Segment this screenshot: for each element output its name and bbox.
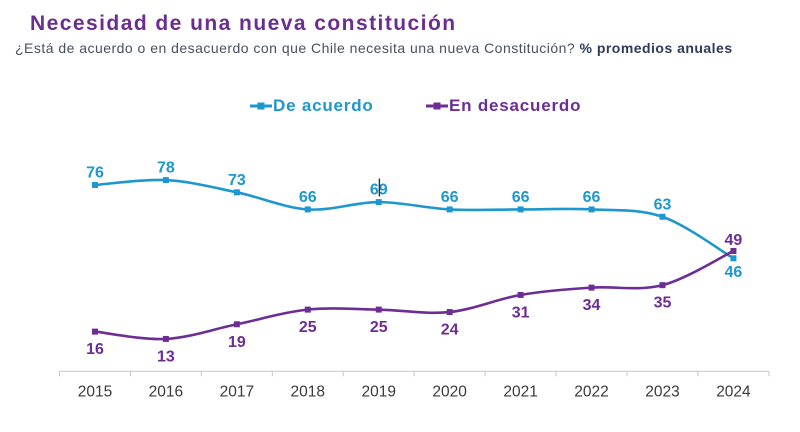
svg-text:66: 66: [299, 189, 317, 206]
svg-text:13: 13: [157, 348, 175, 365]
svg-text:2018: 2018: [291, 384, 325, 401]
svg-text:73: 73: [228, 172, 246, 189]
svg-text:2020: 2020: [432, 384, 467, 401]
svg-text:31: 31: [512, 304, 530, 321]
svg-text:19: 19: [228, 334, 246, 351]
svg-text:78: 78: [157, 160, 175, 177]
svg-text:2022: 2022: [574, 384, 608, 401]
svg-text:25: 25: [299, 319, 317, 336]
svg-text:2024: 2024: [716, 384, 751, 401]
svg-text:2016: 2016: [149, 384, 183, 401]
svg-text:2015: 2015: [78, 384, 112, 401]
svg-text:66: 66: [583, 189, 601, 206]
svg-text:76: 76: [86, 165, 104, 182]
svg-text:66: 66: [512, 189, 530, 206]
svg-text:63: 63: [654, 196, 672, 213]
svg-text:66: 66: [441, 189, 459, 206]
svg-text:2021: 2021: [503, 384, 537, 401]
svg-text:2023: 2023: [645, 384, 679, 401]
svg-text:35: 35: [654, 295, 672, 312]
svg-text:46: 46: [725, 264, 743, 281]
svg-text:2019: 2019: [361, 384, 395, 401]
svg-text:25: 25: [370, 319, 388, 336]
svg-text:16: 16: [86, 341, 104, 358]
svg-text:49: 49: [725, 232, 743, 249]
svg-text:24: 24: [441, 322, 459, 339]
svg-text:2017: 2017: [220, 384, 254, 401]
svg-text:34: 34: [583, 297, 601, 314]
